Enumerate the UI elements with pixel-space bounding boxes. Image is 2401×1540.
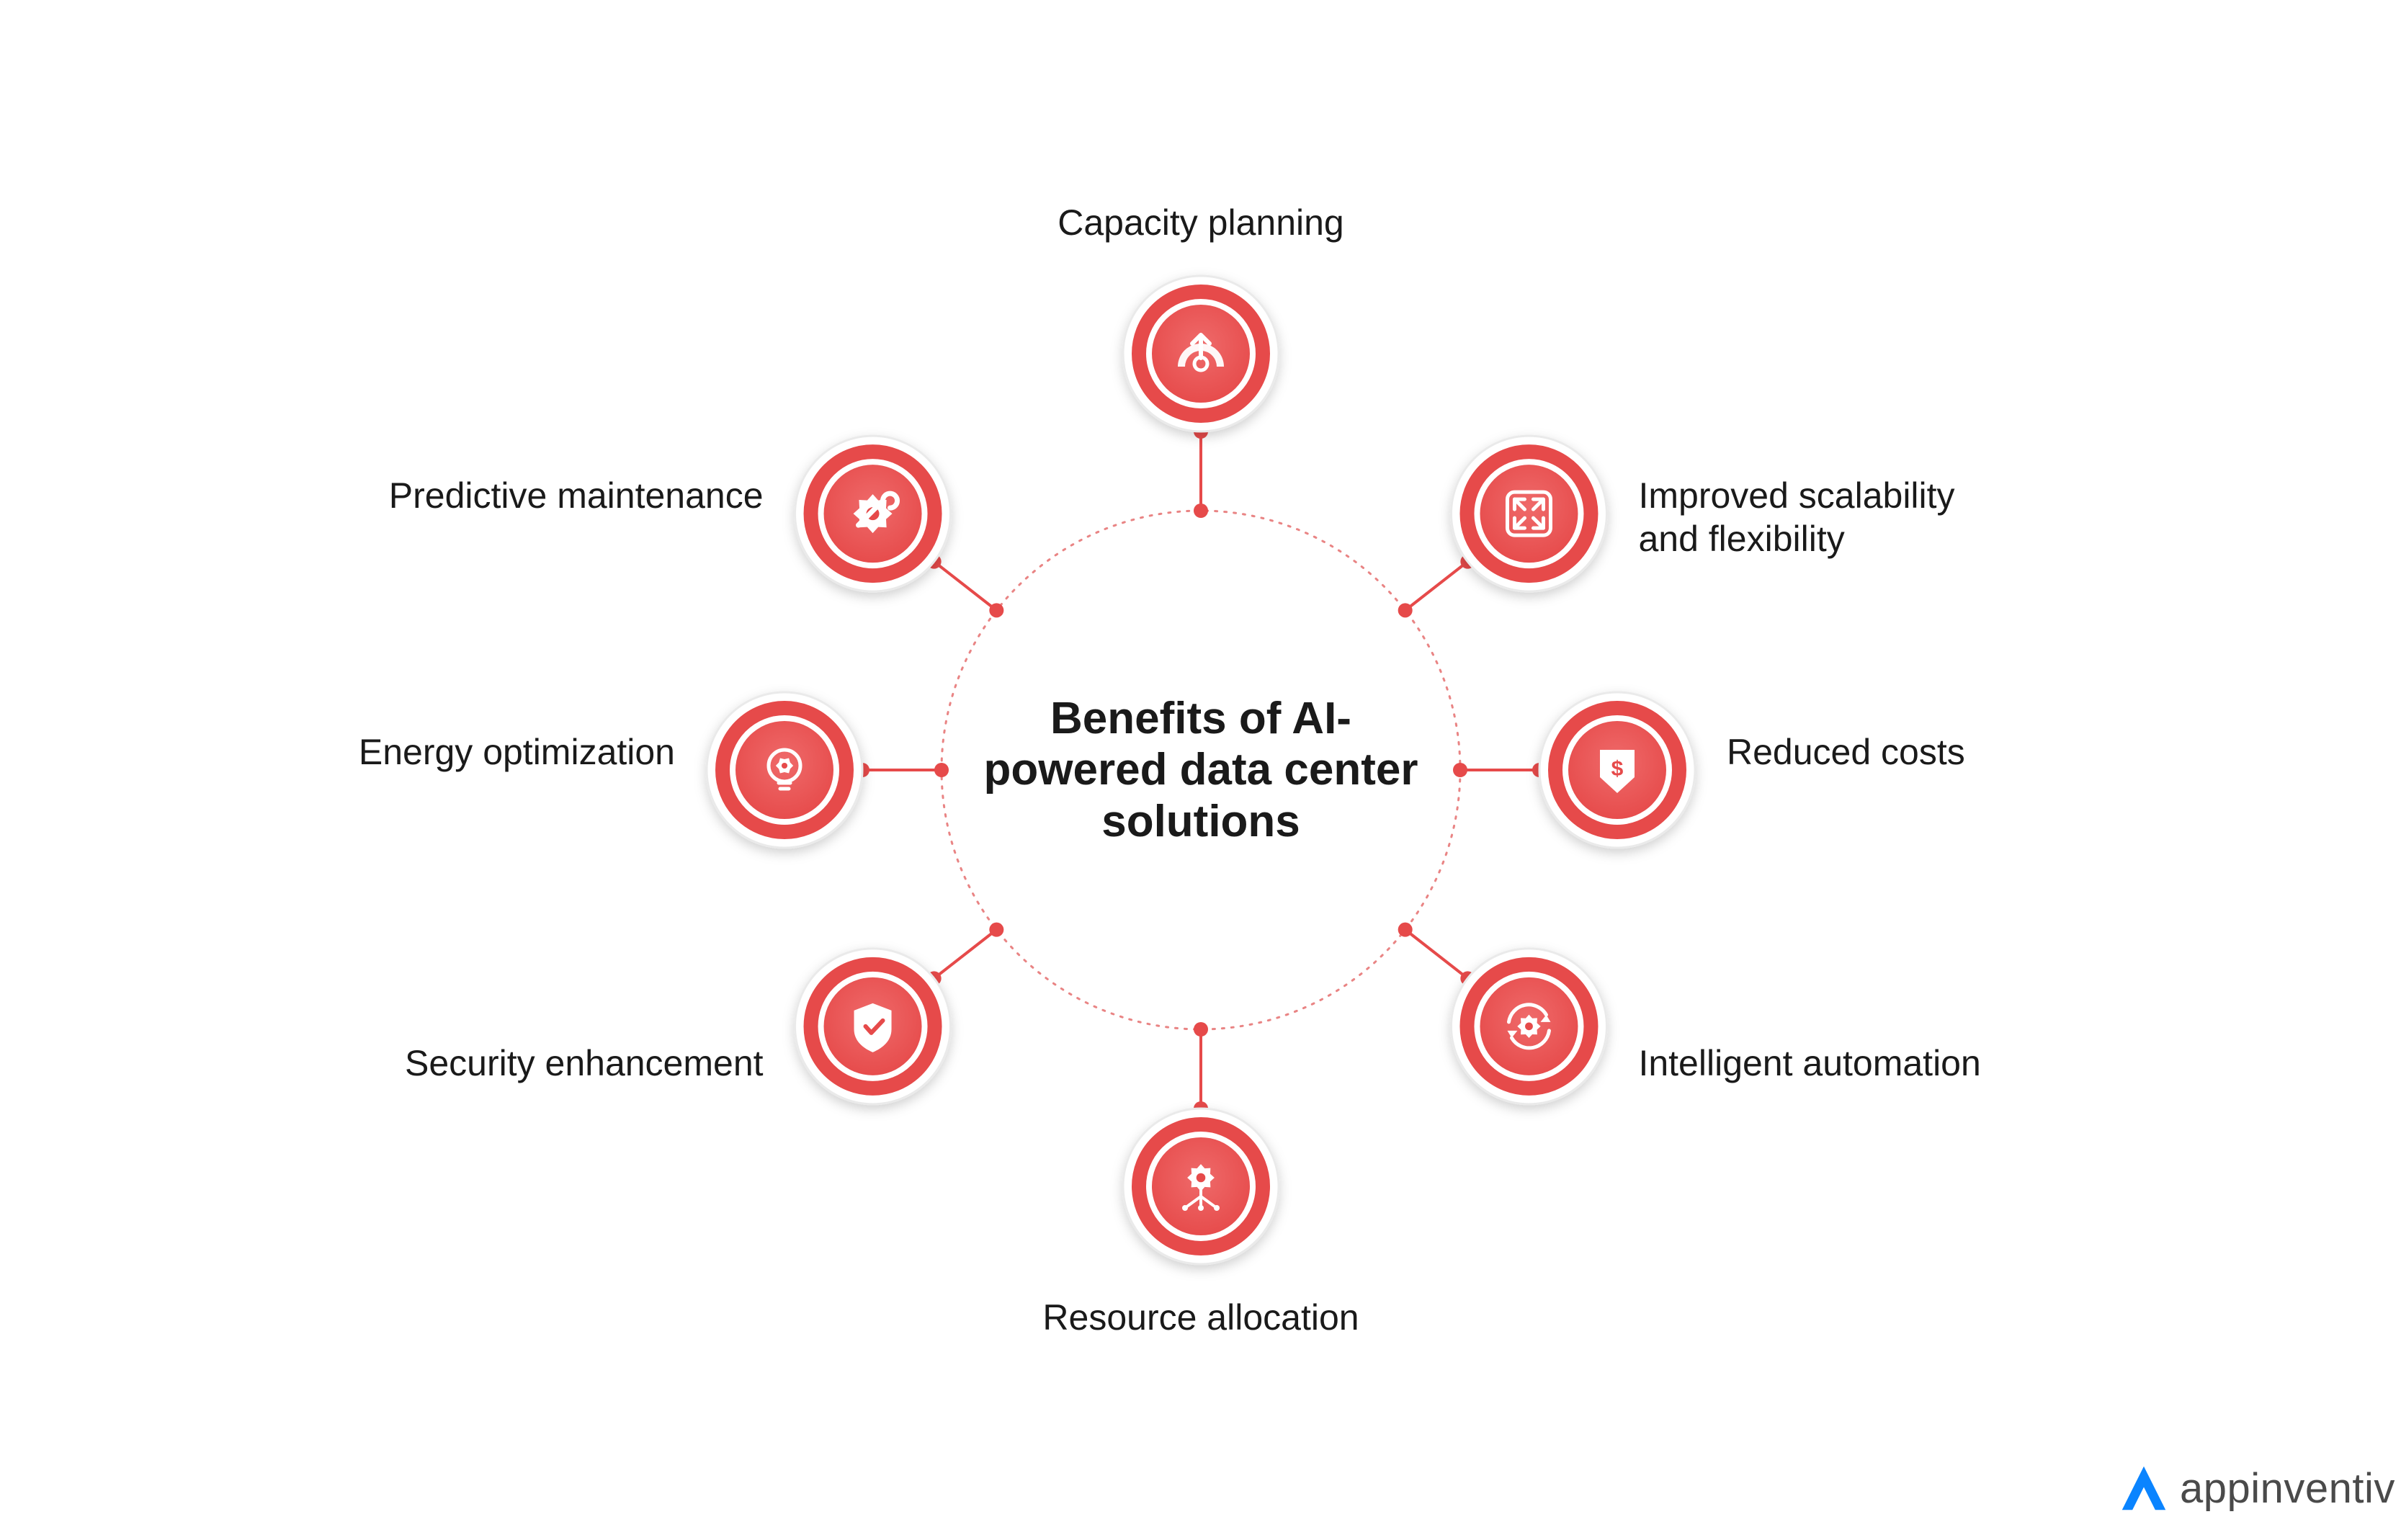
benefit-node — [1398, 923, 1607, 1104]
benefit-node — [1123, 276, 1279, 518]
benefit-node — [707, 692, 949, 848]
benefit-label: Reduced costs — [1727, 730, 2101, 774]
benefit-node: $ — [1453, 692, 1695, 848]
brand-logo-text: appinventiv — [2180, 1464, 2395, 1513]
benefit-node — [1398, 436, 1607, 617]
benefit-node — [795, 436, 1004, 617]
benefit-label: Energy optimization — [300, 730, 675, 774]
center-title: Benefits of AI-powered data center solut… — [974, 693, 1428, 847]
benefit-label: Predictive maintenance — [389, 474, 764, 517]
benefit-label: Capacity planning — [1014, 201, 1388, 244]
benefit-node — [1123, 1022, 1279, 1264]
benefit-label: Improved scalability and flexibility — [1638, 474, 2013, 560]
benefit-label: Intelligent automation — [1638, 1042, 2013, 1085]
infographic-stage: $ Benefits of AI-powered data center sol… — [0, 0, 2401, 1540]
svg-text:$: $ — [1611, 757, 1624, 781]
icon-disc — [1480, 465, 1578, 563]
benefit-label: Security enhancement — [389, 1042, 764, 1085]
brand-logo-mark — [2118, 1462, 2170, 1514]
benefit-node — [795, 923, 1004, 1104]
benefit-label: Resource allocation — [1014, 1296, 1388, 1339]
brand-logo: appinventiv — [2118, 1462, 2395, 1514]
